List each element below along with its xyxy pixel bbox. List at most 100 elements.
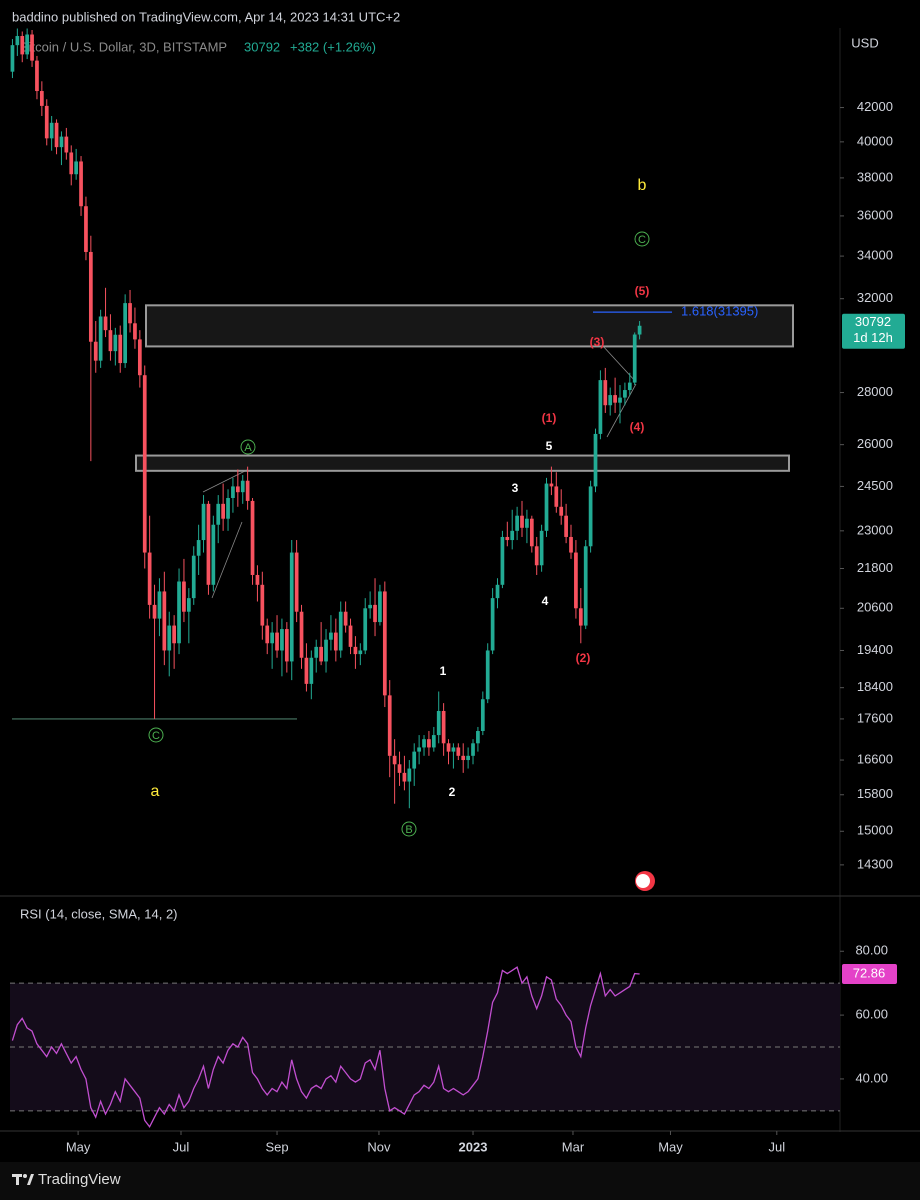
y-tick-label: 42000 — [857, 99, 893, 114]
header: baddino published on TradingView.com, Ap… — [12, 9, 400, 24]
candle-body — [549, 483, 554, 487]
candle-body — [260, 584, 265, 626]
candle-body — [338, 611, 343, 651]
candle-body — [564, 515, 568, 537]
trend-line — [202, 469, 248, 493]
candle-body — [427, 739, 431, 748]
candle-body — [358, 650, 363, 655]
candle-body — [172, 625, 176, 644]
x-tick-label: Nov — [367, 1139, 391, 1154]
wave-circle — [401, 821, 417, 837]
candle-body — [333, 632, 338, 651]
price-tag-label: 30792 — [855, 314, 891, 329]
annotations: b C (5) (3) (1) (4) 5 A 3 4 (2) 1 C a 2 … — [148, 177, 650, 837]
candle-body — [103, 316, 108, 331]
candle-body — [588, 486, 593, 547]
candle-body — [353, 646, 358, 655]
wave-label: (4) — [630, 420, 645, 434]
candle-body — [480, 699, 485, 732]
candle-body — [309, 657, 314, 684]
x-tick-label: May — [66, 1139, 91, 1154]
candle-body — [84, 206, 88, 252]
candle-body — [500, 536, 505, 585]
currency: USD — [851, 35, 878, 50]
y-tick-label: 18400 — [857, 679, 893, 694]
candle-body — [618, 397, 622, 403]
fib-label: 1.618(31395) — [681, 304, 758, 319]
candle-body — [206, 503, 211, 585]
wave-circle — [634, 231, 650, 247]
x-tick-label: Sep — [265, 1139, 288, 1154]
wave-label: 4 — [542, 594, 549, 608]
candle-body — [270, 632, 274, 644]
candle-body — [231, 486, 235, 498]
candle-body — [93, 341, 98, 361]
candle-body — [368, 604, 372, 609]
price-change: +382 (+1.26%) — [290, 39, 376, 54]
candle-body — [402, 772, 407, 782]
candle-body — [39, 91, 44, 106]
candle-body — [623, 390, 627, 398]
logo-part — [27, 1174, 34, 1185]
candle-body — [495, 584, 500, 599]
candle-body — [382, 591, 387, 696]
candle-body — [240, 480, 245, 493]
candle-body — [88, 251, 93, 342]
candle-body — [20, 36, 25, 55]
rsi-tag — [842, 964, 897, 985]
candle-body — [284, 629, 289, 662]
candle-body — [412, 751, 417, 769]
y-tick-label: 24500 — [857, 478, 893, 493]
rsi-title: RSI (14, close, SMA, 14, 2) — [20, 906, 178, 921]
candle-body — [637, 325, 642, 335]
candle-body — [436, 710, 441, 736]
candle-body — [196, 540, 201, 556]
x-tick-label: 2023 — [459, 1139, 488, 1154]
wave-label: (5) — [635, 284, 650, 298]
logo-part — [16, 1174, 19, 1185]
candle-body — [329, 632, 333, 640]
candle-body — [314, 646, 319, 658]
event-flag — [635, 871, 655, 891]
candle-body — [44, 105, 49, 139]
countdown: 1d 12h — [853, 330, 893, 345]
y-tick-label: 21800 — [857, 560, 893, 575]
candle-body — [147, 552, 152, 605]
candle-body — [123, 303, 128, 364]
candle-body — [113, 334, 118, 352]
wave-label: 3 — [512, 481, 519, 495]
y-tick-label: 28000 — [857, 384, 893, 399]
candle-body — [578, 608, 583, 626]
candle-body — [539, 530, 544, 566]
candle-body — [559, 506, 564, 516]
candle-body — [451, 747, 456, 752]
y-tick-label: 36000 — [857, 207, 893, 222]
candle-body — [216, 503, 221, 525]
candle-body — [574, 552, 578, 609]
footer-brand: TradingView — [38, 1171, 121, 1188]
candle-body — [373, 604, 377, 623]
candle-body — [324, 639, 328, 662]
wave-label: 2 — [449, 785, 456, 799]
candle-body — [64, 136, 69, 153]
candle-body — [152, 604, 157, 619]
wave-label: C — [638, 234, 646, 246]
candle-body — [69, 152, 74, 175]
candle-body — [456, 747, 461, 756]
candle-body — [554, 486, 559, 507]
flag-icon — [636, 874, 650, 888]
candle-body — [162, 591, 167, 651]
candle-body — [255, 574, 260, 585]
candle-body — [54, 122, 59, 148]
wave-label: b — [638, 177, 647, 194]
price-tag — [842, 313, 905, 349]
y-tick-label: 32000 — [857, 290, 893, 305]
candle-body — [79, 161, 83, 207]
candle-body — [221, 503, 225, 519]
y-tick-label: 40.00 — [855, 1070, 888, 1085]
trend-line — [211, 521, 243, 599]
candle-body — [59, 136, 64, 148]
wave-label: (2) — [576, 651, 591, 665]
zone — [145, 304, 794, 348]
wave-label: C — [152, 730, 160, 742]
